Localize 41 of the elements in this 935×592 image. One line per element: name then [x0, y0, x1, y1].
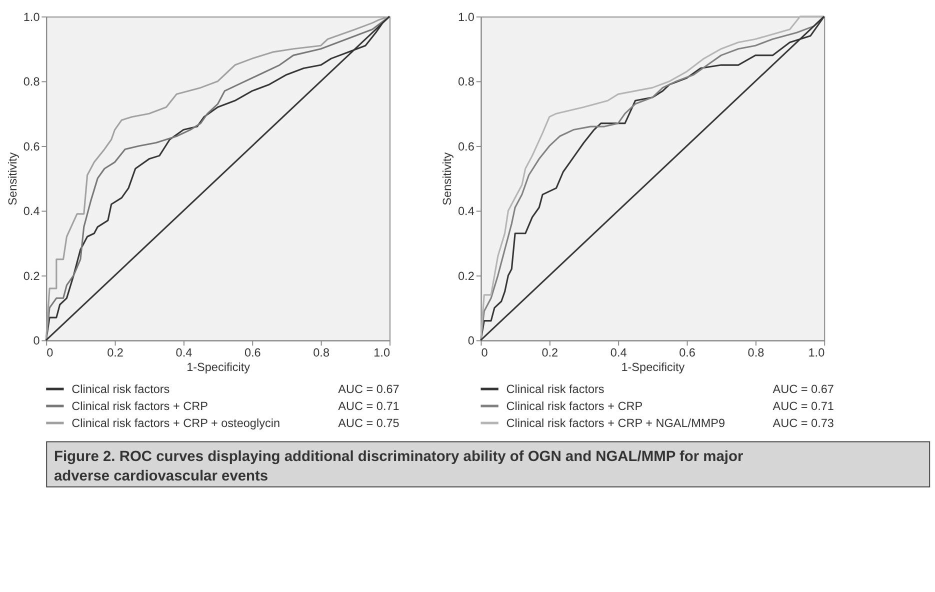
legend-label: Clinical risk factors + CRP	[72, 400, 208, 413]
x-tick-label: 0	[46, 346, 54, 360]
y-tick-label: 1.0	[23, 10, 40, 24]
text: AUC = 0.67	[338, 382, 400, 396]
x-tick-label: 0.8	[313, 346, 330, 360]
x-tick-label: 0	[481, 346, 488, 360]
text: AUC = 0.71	[338, 400, 400, 413]
x-axis-title: 1-Specificity	[621, 361, 685, 374]
y-tick-label: 0	[468, 334, 475, 348]
legend-label: Clinical risk factors + CRP + osteoglycin	[72, 416, 280, 430]
x-tick-label: 1.0	[808, 346, 826, 360]
text: AUC = 0.67	[772, 382, 834, 396]
legend-label: Clinical risk factors	[506, 382, 604, 396]
text: AUC = 0.75	[338, 416, 400, 430]
y-axis-title: Sensitivity	[6, 152, 20, 206]
y-tick-label: 0.6	[458, 140, 475, 154]
legend-label: Clinical risk factors	[72, 382, 170, 396]
x-tick-label: 0.4	[176, 346, 193, 360]
y-axis-title: Sensitivity	[441, 152, 454, 206]
text: Figure 2. ROC curves displaying additional discriminatory ability of OGN and NGAL/MMP for major adverse cardiovascular events	[54, 448, 744, 485]
legend-label: Clinical risk factors + CRP	[506, 400, 643, 413]
y-tick-label: 0.2	[458, 270, 474, 283]
text: AUC = 0.73	[772, 416, 834, 430]
legend-label: Clinical risk factors + CRP + NGAL/MMP9	[506, 416, 726, 430]
x-tick-label: 1.0	[374, 346, 390, 360]
x-axis-title: 1-Specificity	[186, 361, 250, 374]
x-tick-label: 0.6	[679, 346, 696, 360]
y-tick-label: 0.2	[23, 270, 40, 283]
y-tick-label: 0.6	[23, 140, 40, 154]
y-tick-label: 0	[33, 334, 40, 348]
x-tick-label: 0.4	[610, 346, 628, 360]
y-tick-label: 1.0	[458, 10, 475, 24]
x-tick-label: 0.2	[542, 346, 558, 360]
x-tick-label: 0.6	[244, 346, 262, 360]
x-tick-label: 0.8	[748, 346, 765, 360]
y-tick-label: 0.8	[458, 76, 475, 89]
y-tick-label: 0.4	[23, 205, 40, 218]
x-tick-label: 0.2	[107, 346, 124, 360]
text: AUC = 0.71	[772, 400, 834, 413]
y-tick-label: 0.8	[23, 76, 40, 89]
y-tick-label: 0.4	[458, 205, 475, 218]
